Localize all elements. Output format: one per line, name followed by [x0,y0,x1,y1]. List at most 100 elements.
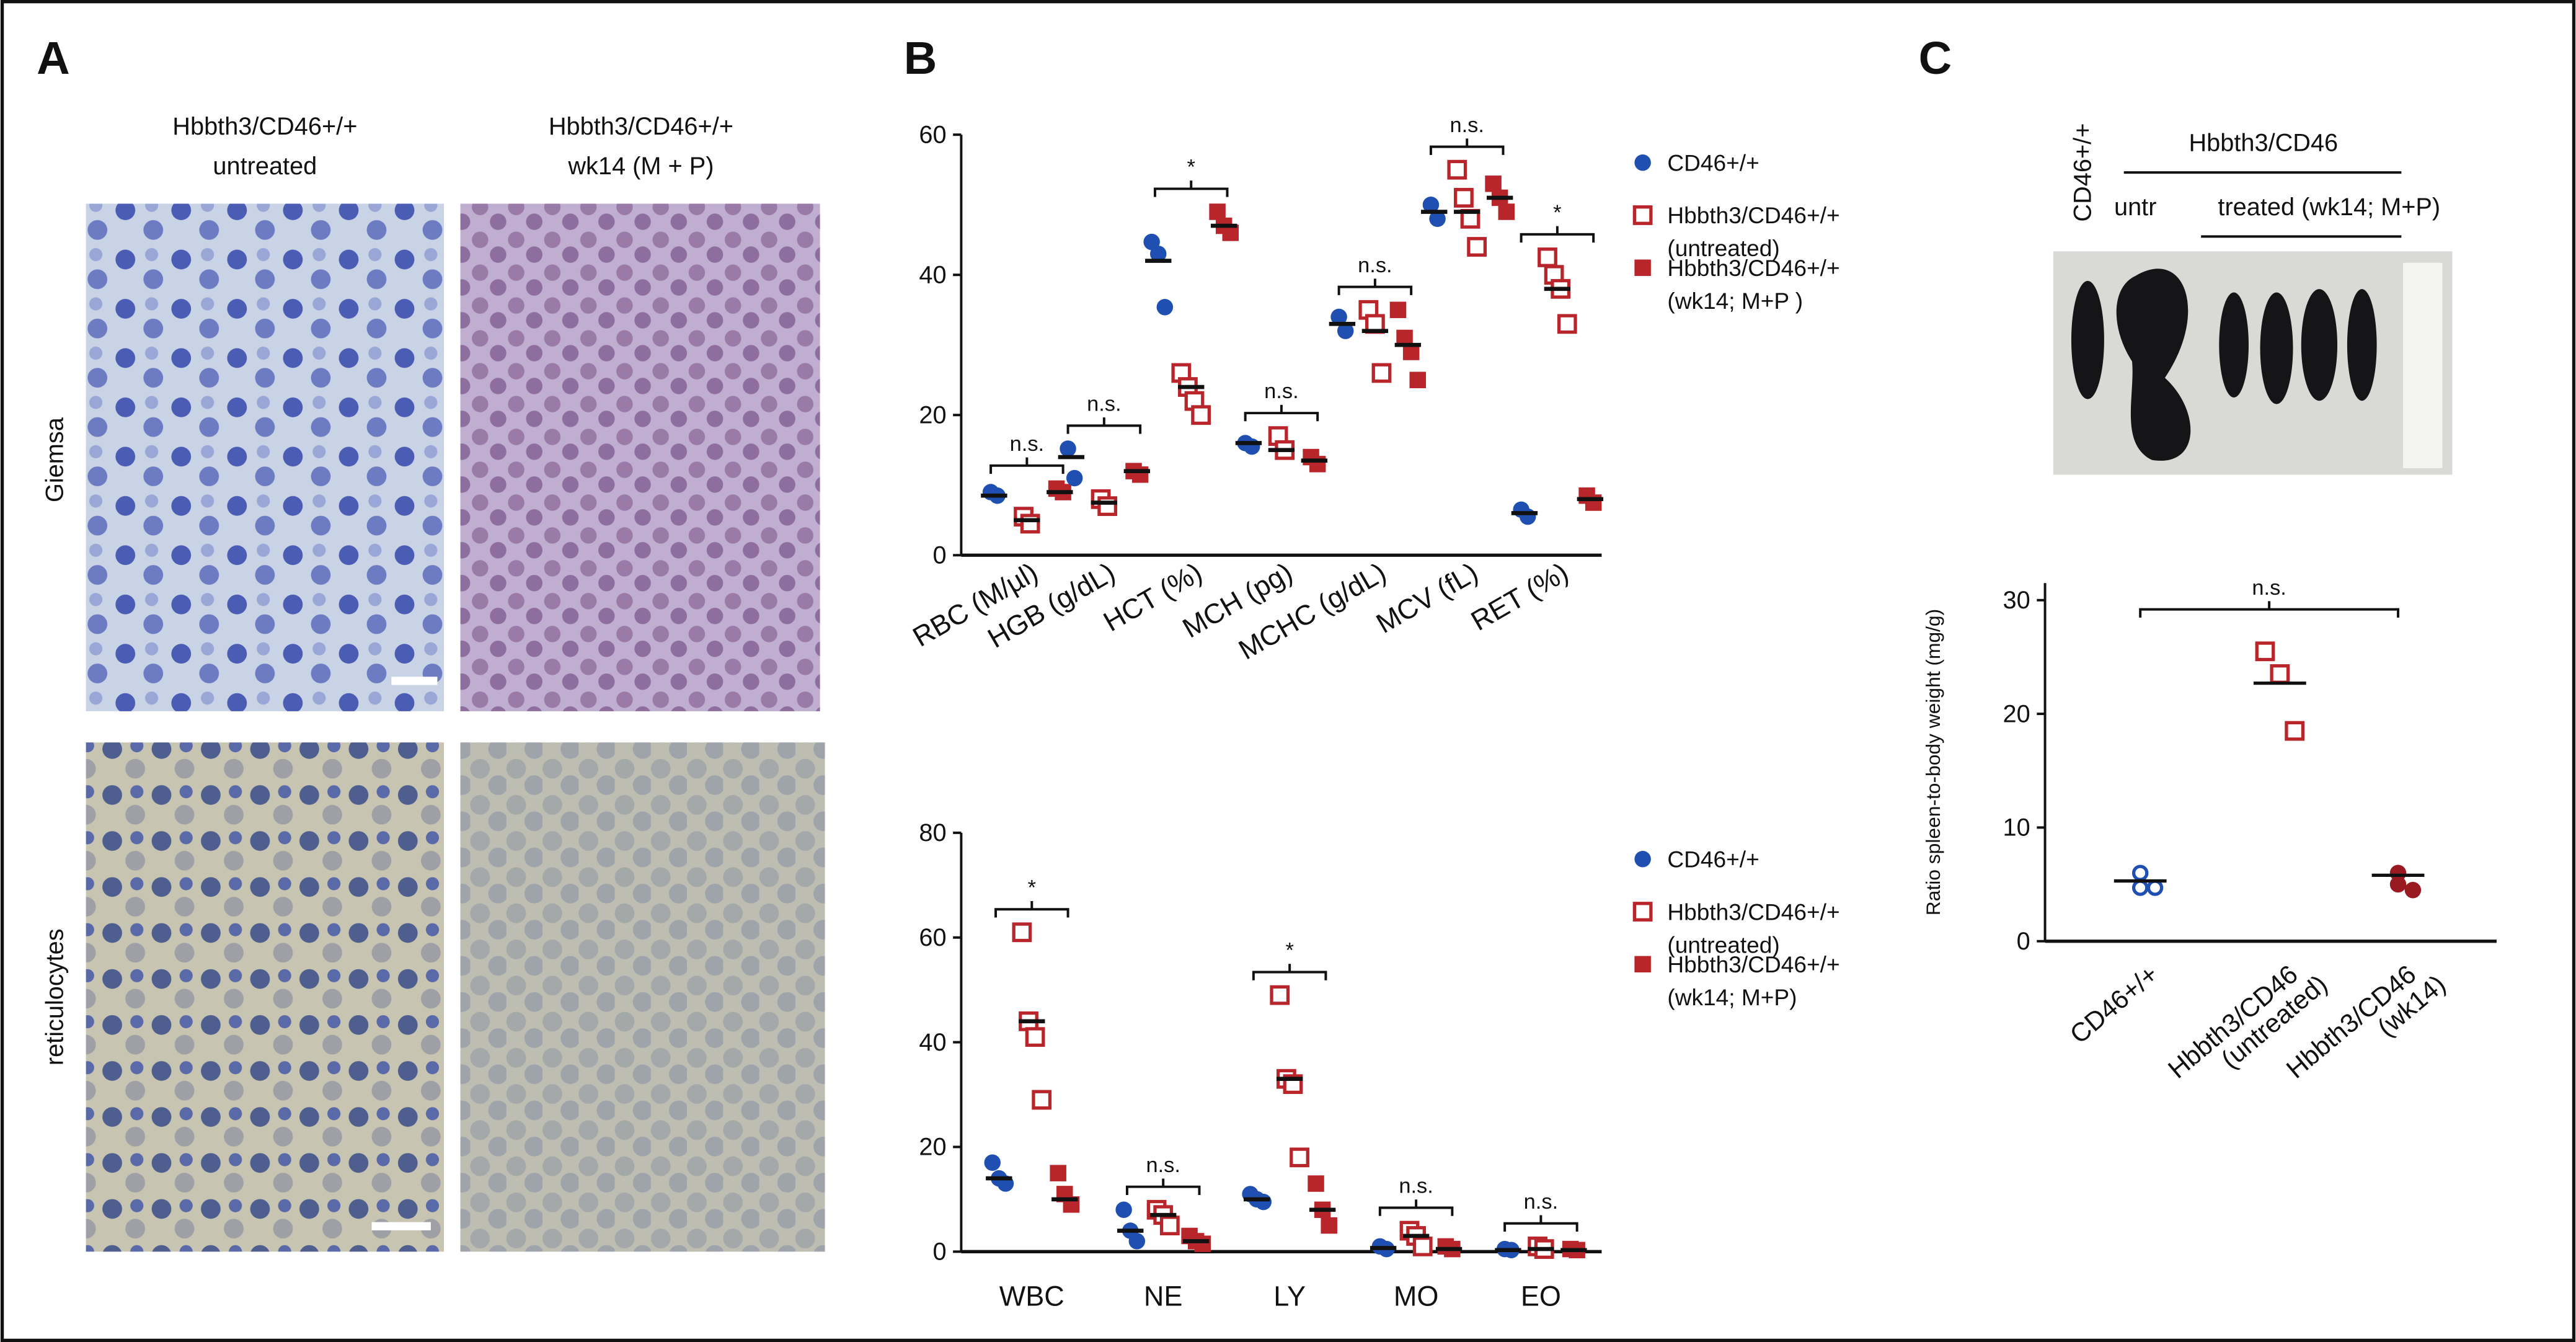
point [1557,314,1577,334]
y-tick-label: 0 [932,542,946,569]
panel-letter: B [904,32,937,84]
legend-label: (untreated) [1667,931,1779,958]
legend-label: (untreated) [1667,235,1779,261]
point [1097,496,1118,517]
point [1371,363,1392,383]
point [1209,203,1226,220]
point [1290,1147,1309,1168]
point [1467,237,1487,257]
point [2146,879,2164,896]
significance: n.s. [1399,1175,1433,1198]
x-tick-label: LY [1273,1281,1306,1312]
legend-label: Hbbth3/CD46+/+ [1667,255,1839,281]
point [1308,1175,1324,1192]
bracket [1252,964,1327,980]
point [1634,956,1651,973]
bracket [2139,601,2400,618]
point [1330,308,1347,326]
point [1632,205,1653,225]
point [1150,246,1167,262]
point [1131,466,1149,483]
point [1060,440,1076,457]
photo-label: untr [2114,193,2156,221]
y-tick-label: 40 [919,1029,946,1056]
legend-label: (wk14; M+P ) [1667,288,1803,314]
significance: * [1553,201,1561,224]
scale-bar [371,1222,431,1230]
point [1454,188,1474,208]
y-tick-label: 60 [919,121,946,148]
point [1429,210,1446,228]
point [1634,259,1651,276]
panel-letter: C [1919,32,1952,84]
point [1156,298,1174,316]
legend-label: Hbbth3/CD46+/+ [1667,899,1839,925]
photo-label: treated (wk14; M+P) [2218,193,2440,221]
significance: * [1187,156,1195,179]
y-tick-label: 0 [2017,928,2030,955]
point [1632,902,1653,922]
point [1309,456,1326,473]
bracket [1125,1178,1201,1195]
significance: n.s. [1146,1153,1180,1177]
y-axis-label: Ratio spleen-to-body weight (mg/g) [1922,609,1944,915]
bracket [1378,1199,1454,1216]
point [1634,851,1651,868]
y-tick-label: 0 [932,1238,946,1266]
photo-label: CD46+/+ [2069,123,2097,222]
y-tick-label: 20 [919,1134,946,1161]
micrograph [460,203,820,711]
x-tick-label: EO [1521,1281,1561,1312]
point [1485,176,1502,192]
panel-letter: A [37,32,70,84]
point [1115,1201,1132,1219]
point [1255,1193,1272,1211]
point [2131,879,2149,896]
row-label: reticulocytes [42,928,69,1065]
legend-label: Hbbth3/CD46+/+ [1667,951,1839,977]
bracket [1153,180,1229,197]
y-tick-label: 60 [919,924,946,951]
point [2389,876,2407,893]
point [1422,196,1440,213]
legend-label: (wk14; M+P) [1667,984,1797,1010]
point [2131,864,2149,881]
x-tick-label: WBC [999,1281,1064,1312]
column-label: Hbbth3/CD46+/+ [172,113,357,140]
point [2404,881,2422,899]
bracket [989,457,1064,474]
micrograph [86,203,445,711]
row-label: Giemsa [42,417,69,502]
point [1191,405,1211,425]
x-tick-label: MO [1394,1281,1439,1312]
y-tick-label: 20 [2003,700,2030,727]
bracket [1244,404,1319,422]
bracket [1066,417,1142,434]
scale-bar [391,677,438,685]
legend-label: CD46+/+ [1667,847,1759,873]
point [2255,641,2275,662]
column-label: wk14 (M + P) [567,153,714,180]
point [1447,159,1467,180]
bracket [1520,226,1595,243]
point [1159,1215,1180,1235]
point [1020,513,1040,534]
significance: * [1028,876,1036,899]
point [1243,438,1260,455]
point [1025,1027,1045,1047]
point [1498,203,1515,220]
bracket [1503,1215,1578,1232]
point [1032,1090,1052,1110]
significance: n.s. [2252,576,2286,600]
point [1128,1233,1146,1250]
point [1409,371,1426,388]
point [1194,1235,1211,1252]
y-tick-label: 30 [2003,587,2030,614]
spleen-photo [2053,251,2453,475]
legend-label: CD46+/+ [1667,149,1759,176]
column-label: Hbbth3/CD46+/+ [549,113,733,140]
point [1012,922,1032,943]
point [2270,664,2290,684]
point [1585,494,1602,511]
